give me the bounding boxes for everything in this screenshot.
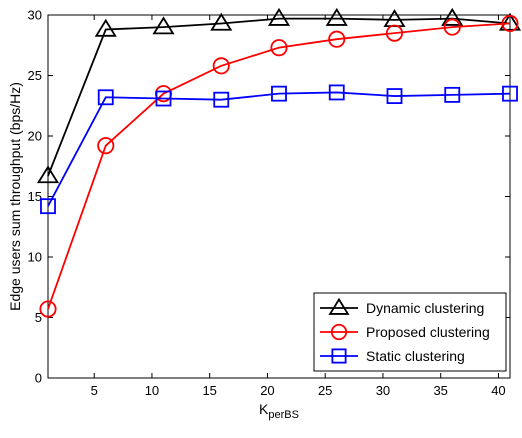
proposed-clustering-circle-marker (97, 137, 115, 155)
x-axis: 5 10 15 20 25 30 35 40 (91, 15, 506, 398)
static-clustering-square-marker (328, 84, 345, 101)
series-static-clustering (40, 84, 518, 215)
proposed-clustering-circle-marker (270, 39, 288, 57)
x-axis-label: KperBS (259, 401, 299, 421)
y-tick-label: 5 (35, 310, 42, 325)
x-axis-label-subscript: perBS (268, 409, 299, 421)
y-axis-label: Edge users sum throughput (bps/Hz) (7, 82, 23, 311)
series-layer (36, 7, 522, 318)
proposed-clustering-circle-marker (501, 14, 519, 33)
x-tick-label: 35 (433, 383, 447, 398)
dynamic-clustering-triangle-marker (210, 12, 233, 31)
legend-label: Static clustering (366, 348, 465, 364)
dynamic-clustering-triangle-marker (36, 165, 60, 184)
y-tick-label: 10 (28, 250, 42, 265)
static-clustering-square-marker (213, 91, 230, 108)
legend-label: Proposed clustering (366, 324, 490, 340)
static-clustering-square-marker (155, 90, 172, 107)
proposed-clustering-circle-marker (385, 24, 404, 42)
plot-area: 0 5 10 15 20 25 30 5 10 15 20 25 30 35 40 (28, 7, 522, 398)
legend-item-static-clustering: Static clustering (320, 348, 465, 364)
x-tick-label: 25 (318, 383, 332, 398)
dynamic-clustering-triangle-marker (325, 7, 348, 26)
static-clustering-square-marker (40, 198, 56, 215)
legend-static-clustering-square-marker (331, 348, 347, 364)
x-tick-label: 15 (202, 383, 216, 398)
y-tick-label: 30 (28, 8, 42, 23)
y-tick-label: 0 (35, 371, 42, 386)
static-clustering-square-marker (97, 89, 114, 106)
x-tick-label: 10 (145, 383, 159, 398)
proposed-clustering-circle-marker (212, 57, 230, 75)
proposed-clustering-circle-marker (39, 300, 57, 318)
y-tick-label: 25 (28, 68, 42, 83)
y-tick-label: 20 (28, 129, 42, 144)
dynamic-clustering-line (47, 17, 511, 177)
static-clustering-square-marker (502, 85, 518, 102)
dynamic-clustering-triangle-marker (383, 9, 406, 28)
dynamic-clustering-triangle-marker (94, 18, 117, 37)
proposed-clustering-circle-marker (328, 30, 346, 48)
dynamic-clustering-triangle-marker (152, 16, 175, 35)
y-axis: 0 5 10 15 20 25 30 (28, 8, 510, 386)
static-clustering-square-marker (444, 86, 461, 103)
x-tick-label: 20 (260, 383, 274, 398)
dynamic-clustering-triangle-marker (498, 12, 522, 31)
series-dynamic-clustering (36, 7, 522, 184)
proposed-clustering-line (47, 22, 511, 310)
y-tick-label: 15 (28, 189, 42, 204)
legend-label: Dynamic clustering (366, 300, 484, 316)
legend: Dynamic clustering Proposed clustering Sta… (313, 292, 507, 372)
x-tick-label: 40 (491, 383, 505, 398)
static-clustering-line (47, 91, 511, 207)
series-proposed-clustering (39, 14, 519, 318)
legend-item-proposed-clustering: Proposed clustering (320, 323, 490, 341)
static-clustering-square-marker (386, 88, 403, 104)
proposed-clustering-circle-marker (443, 18, 461, 36)
static-clustering-square-marker (271, 85, 287, 102)
x-axis-label-main: K (259, 401, 269, 417)
dynamic-clustering-triangle-marker (267, 7, 291, 26)
x-tick-label: 5 (91, 383, 98, 398)
legend-proposed-clustering-circle-marker (330, 323, 348, 341)
x-tick-label: 30 (376, 383, 390, 398)
legend-dynamic-clustering-triangle-marker (328, 297, 350, 315)
legend-item-dynamic-clustering: Dynamic clustering (320, 297, 484, 316)
dynamic-clustering-triangle-marker (441, 7, 464, 26)
